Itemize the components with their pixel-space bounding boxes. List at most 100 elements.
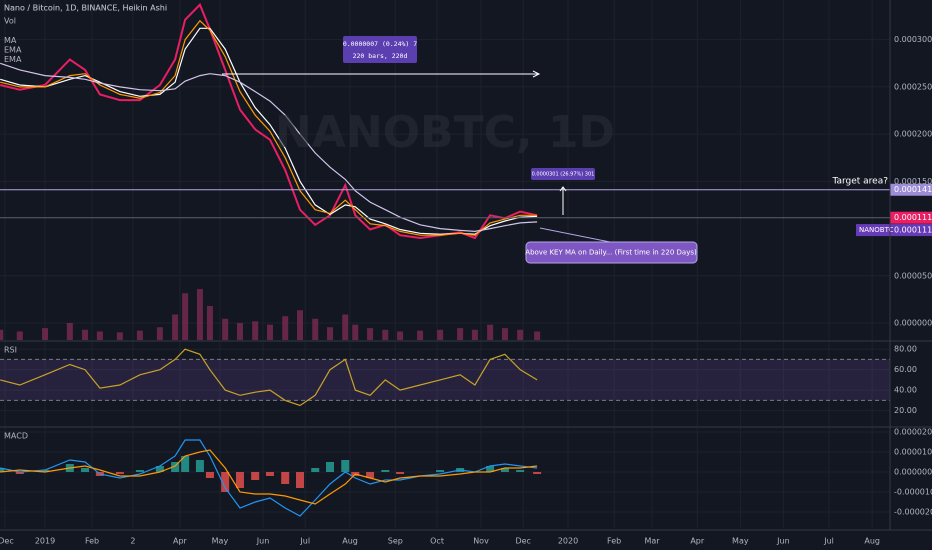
volume-bar [266,324,273,340]
annotation: 0.0000301 (26.97%) 301 [532,172,595,178]
series-line [0,439,538,517]
volume-bar [182,293,189,340]
histogram-bar [221,472,230,492]
histogram-bar [436,470,445,472]
histogram-bar [486,466,495,472]
series-line [0,62,538,233]
volume-bar [312,318,319,340]
y-tick-label: 40.00 [894,386,917,395]
pane-title: MACD [4,432,28,441]
histogram-bar [205,472,214,478]
y-tick-label: 20.00 [894,406,917,415]
x-tick-label: Jun [776,537,790,546]
volume-bar [252,321,259,340]
volume-bar [397,331,404,340]
legend-entry: MA [4,36,17,45]
volume-bar [116,332,123,340]
volume-bar [42,328,49,340]
volume-bar [96,331,103,340]
price-label-box [890,211,932,224]
pane-title: Nano / Bitcoin, 1D, BINANCE, Heikin Ashi [4,4,167,13]
histogram-bar [195,460,204,472]
x-tick-label: Nov [473,537,489,546]
histogram-bar [15,472,24,474]
volume-bar [457,328,464,340]
legend-entry: EMA [4,46,22,55]
volume-bar [367,328,374,340]
x-tick-label: Sep [388,537,403,546]
price-label: 0.0001115 [894,213,932,222]
rsi-band [0,359,890,401]
price-label-box [890,224,932,237]
histogram-bar [516,470,525,472]
histogram-bar [396,472,405,474]
x-tick-label: Dec [515,537,530,546]
volume-bar [471,329,478,340]
histogram-bar [155,466,164,472]
volume-bar [437,329,444,340]
histogram-bar [41,470,50,472]
volume-bar [297,310,304,340]
y-tick-label: 0.0000000 [894,319,932,328]
histogram-bar [251,472,260,480]
histogram-bar [81,468,90,472]
y-tick-label: 0.0000000 [894,468,932,477]
x-tick-label: Jul [299,537,310,546]
series-line [0,348,538,407]
x-tick-label: Aug [342,537,358,546]
volume-bar [82,329,89,340]
y-tick-label: 80.00 [894,345,917,354]
series-line [0,19,538,236]
x-tick-label: Mar [644,537,660,546]
volume-bar [382,329,389,340]
measure-arrow [559,186,567,215]
histogram-bar [381,470,390,472]
x-tick-label: May [732,537,749,546]
volume-bar [206,306,213,340]
x-tick-label: Jun [256,537,270,546]
volume-bar [517,329,524,340]
histogram-bar [500,468,509,472]
histogram-bar [326,462,335,472]
series-line [0,449,538,505]
watermark: NANOBTC, 1D [275,107,615,158]
volume-bar [156,327,163,340]
volume-bar [196,289,203,340]
volume-bar [172,314,179,340]
symbol-box [856,224,890,237]
annotation: 0.0000007 (0.24%) 7 [343,40,417,48]
volume-bar [222,318,229,340]
annotation: Above KEY MA on Daily... (First time in … [525,249,697,257]
volume-bar [0,329,4,340]
x-tick-label: Dec [0,537,14,546]
price-label-box [890,183,932,196]
x-tick-label: Apr [690,537,705,546]
volume-bar [327,327,334,340]
histogram-bar [296,472,305,488]
legend-entry: Vol [4,17,16,26]
histogram-bar [0,468,5,472]
volume-bar [342,314,349,340]
histogram-bar [171,462,180,472]
histogram-bar [135,470,144,472]
volume-bar [136,330,143,340]
histogram-bar [281,472,290,484]
volume-bar [66,323,73,340]
histogram-bar [366,472,375,478]
x-tick-label: Aug [864,537,880,546]
callout-box [525,241,698,264]
volume-bar [534,331,541,340]
y-tick-label: 60.00 [894,365,917,374]
callout-pointer [539,227,611,243]
histogram-bar [341,460,350,472]
